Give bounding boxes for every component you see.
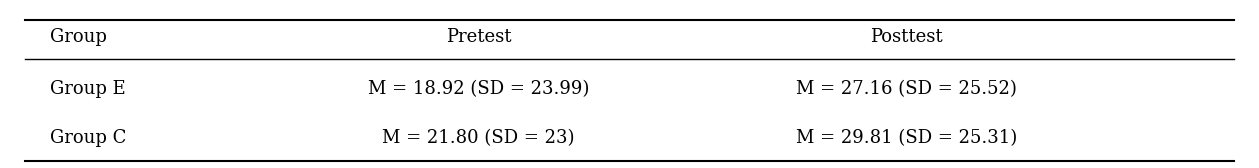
- Text: M = 27.16 (SD = 25.52): M = 27.16 (SD = 25.52): [796, 80, 1017, 98]
- Text: Group E: Group E: [50, 80, 126, 98]
- Text: Posttest: Posttest: [870, 28, 943, 46]
- Text: Pretest: Pretest: [446, 28, 511, 46]
- Text: M = 29.81 (SD = 25.31): M = 29.81 (SD = 25.31): [796, 129, 1017, 147]
- Text: Group: Group: [50, 28, 107, 46]
- Text: M = 18.92 (SD = 23.99): M = 18.92 (SD = 23.99): [368, 80, 589, 98]
- Text: M = 21.80 (SD = 23): M = 21.80 (SD = 23): [383, 129, 574, 147]
- Text: Group C: Group C: [50, 129, 127, 147]
